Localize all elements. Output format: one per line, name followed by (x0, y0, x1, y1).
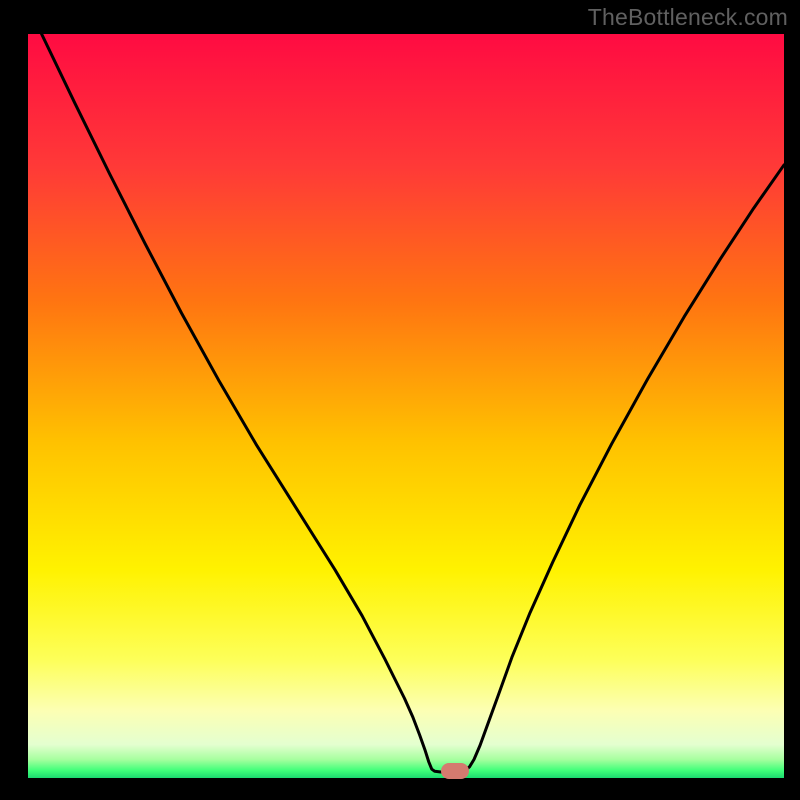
watermark-text: TheBottleneck.com (588, 4, 788, 31)
chart-minimum-marker (441, 763, 469, 779)
chart-plot-area (28, 34, 784, 778)
chart-curve (28, 34, 784, 778)
